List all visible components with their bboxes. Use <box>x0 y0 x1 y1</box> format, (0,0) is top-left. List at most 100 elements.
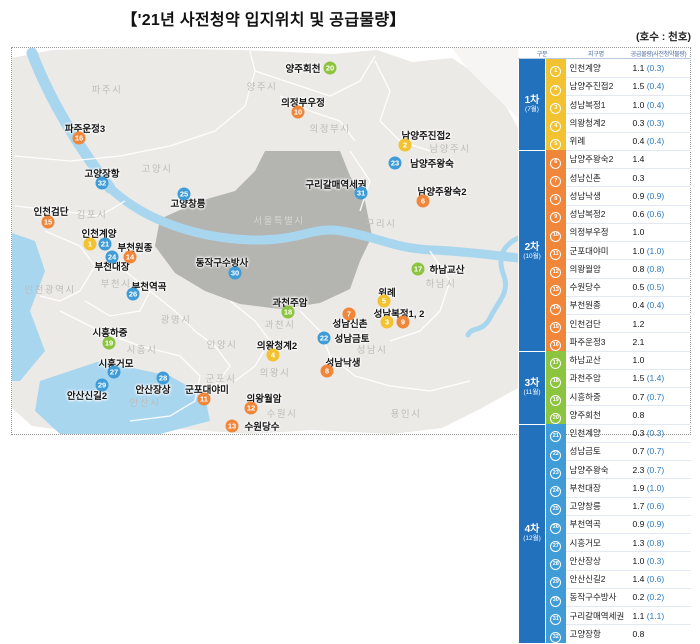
supply-value-cell: 1.0 (0.4) <box>626 94 691 114</box>
table-row: 16 파주운정3 2.1 <box>519 332 691 351</box>
phase-cell: 1차 (7월) <box>518 58 546 151</box>
table-header-row: 구분 지구명 공급물량(사전청약물량) <box>518 48 691 59</box>
row-number-badge: 29 <box>550 577 562 589</box>
header-phase: 구분 <box>518 48 566 59</box>
district-name-cell: 부천대장 <box>565 478 627 497</box>
map-marker[interactable]: 8 <box>320 364 334 378</box>
page-title: 【'21년 사전청약 입지위치 및 공급물량】 <box>121 12 406 29</box>
district-label: 수원당수 <box>244 422 280 433</box>
district-label: 성남복정1, 2 <box>373 309 425 320</box>
region-label: 수원시 <box>266 409 298 420</box>
map-background <box>12 48 518 434</box>
row-number-cell: 5 <box>545 132 566 151</box>
map-marker[interactable]: 1 <box>83 237 97 251</box>
map-marker[interactable]: 21 <box>98 237 112 251</box>
map-marker[interactable]: 22 <box>317 331 331 345</box>
district-name-cell: 성남금토 <box>565 441 627 461</box>
row-number-badge: 17 <box>550 358 562 370</box>
district-name-cell: 성남복정1 <box>565 94 627 114</box>
row-number-cell: 30 <box>545 588 566 607</box>
district-name-cell: 부천원종 <box>565 295 627 315</box>
map-marker[interactable]: 24 <box>105 250 119 264</box>
district-label: 남양주왕숙2 <box>417 187 467 198</box>
district-label: 고양창릉 <box>170 199 206 210</box>
map-marker[interactable]: 32 <box>95 176 109 190</box>
map-marker[interactable]: 30 <box>228 266 242 280</box>
unit-note: (호수 : 천호) <box>636 31 691 43</box>
map-marker[interactable]: 6 <box>416 194 430 208</box>
table-row: 8 성남낙생 0.9 (0.9) <box>519 186 691 205</box>
row-number-cell: 6 <box>545 150 566 169</box>
map-marker[interactable]: 26 <box>126 287 140 301</box>
map-marker[interactable]: 7 <box>342 307 356 321</box>
map-marker[interactable]: 25 <box>177 187 191 201</box>
row-number-cell: 1 <box>545 58 566 78</box>
region-label: 군포시 <box>205 374 237 385</box>
map-marker[interactable]: 18 <box>281 305 295 319</box>
row-number-cell: 25 <box>545 497 566 516</box>
row-number-badge: 26 <box>550 522 562 534</box>
row-number-badge: 2 <box>550 84 562 96</box>
district-label: 의왕월암 <box>246 394 282 405</box>
district-label: 의정부우정 <box>281 98 325 109</box>
district-label: 동작구수방사 <box>195 258 249 269</box>
district-name-cell: 고양장항 <box>565 624 627 643</box>
supply-value-cell: 2.1 <box>626 332 691 351</box>
district-label: 고양장항 <box>84 169 120 180</box>
map-marker[interactable]: 9 <box>396 315 410 329</box>
map-marker[interactable]: 15 <box>41 215 55 229</box>
map-marker[interactable]: 19 <box>102 336 116 350</box>
row-number-cell: 18 <box>545 369 566 388</box>
supply-value-cell: 1.5 (1.4) <box>626 368 691 388</box>
region-label: 과천시 <box>264 320 296 331</box>
region-label: 남양주시 <box>429 144 471 155</box>
supply-value-cell: 0.7 (0.7) <box>626 386 691 406</box>
map-marker[interactable]: 5 <box>377 294 391 308</box>
map-marker[interactable]: 28 <box>156 371 170 385</box>
table-row: 10 의정부우정 1.0 <box>519 222 691 242</box>
region-label: 의정부시 <box>309 124 351 135</box>
table-row: 7 성남신촌 0.3 <box>519 167 691 187</box>
supply-value-cell: 1.3 (0.8) <box>626 532 691 552</box>
district-label: 시흥거모 <box>98 359 134 370</box>
map-marker[interactable]: 20 <box>323 61 337 75</box>
row-number-badge: 14 <box>550 303 562 315</box>
district-name-cell: 동작구수방사 <box>565 587 627 607</box>
district-name-cell: 수원당수 <box>565 277 627 297</box>
map-marker[interactable]: 31 <box>354 186 368 200</box>
district-name-cell: 군포대야미 <box>565 240 627 260</box>
district-label: 남양주진접2 <box>401 131 451 142</box>
map-marker[interactable]: 27 <box>107 365 121 379</box>
map-marker[interactable]: 16 <box>72 131 86 145</box>
row-number-badge: 31 <box>550 613 562 625</box>
supply-value-cell: 1.0 (1.0) <box>626 240 691 260</box>
map-marker[interactable]: 13 <box>225 419 239 433</box>
table-row: 5 위례 0.4 (0.4) <box>519 131 691 151</box>
map-marker[interactable]: 29 <box>95 378 109 392</box>
region-label: 성남시 <box>356 345 388 356</box>
map-marker[interactable]: 17 <box>411 262 425 276</box>
map-marker[interactable]: 4 <box>266 348 280 362</box>
supply-value-cell: 1.0 (0.3) <box>626 551 691 570</box>
map-marker[interactable]: 10 <box>291 105 305 119</box>
map-marker[interactable]: 11 <box>197 392 211 406</box>
map-marker[interactable]: 12 <box>244 401 258 415</box>
map-marker[interactable]: 2 <box>398 138 412 152</box>
supply-value-cell: 0.8 <box>626 405 691 424</box>
row-number-badge: 25 <box>550 504 562 516</box>
row-number-badge: 3 <box>550 102 562 114</box>
map-marker[interactable]: 23 <box>388 156 402 170</box>
region-label: 인천광역시 <box>24 285 76 296</box>
map-marker[interactable]: 14 <box>123 250 137 264</box>
row-number-cell: 28 <box>545 551 566 570</box>
region-label: 부천시 <box>100 279 132 290</box>
table-row: 3차 (11월) 17 하남교산 1.0 <box>518 350 691 425</box>
supply-value-cell: 0.9 (0.9) <box>626 514 691 534</box>
table-row: 14 부천원종 0.4 (0.4) <box>519 295 691 315</box>
region-label: 하남시 <box>425 279 457 290</box>
region-label: 김포시 <box>76 210 108 221</box>
map-marker[interactable]: 3 <box>380 315 394 329</box>
supply-value-cell: 0.7 (0.7) <box>626 441 691 461</box>
district-label: 부천원종 <box>117 243 153 254</box>
row-number-cell: 19 <box>545 387 566 406</box>
